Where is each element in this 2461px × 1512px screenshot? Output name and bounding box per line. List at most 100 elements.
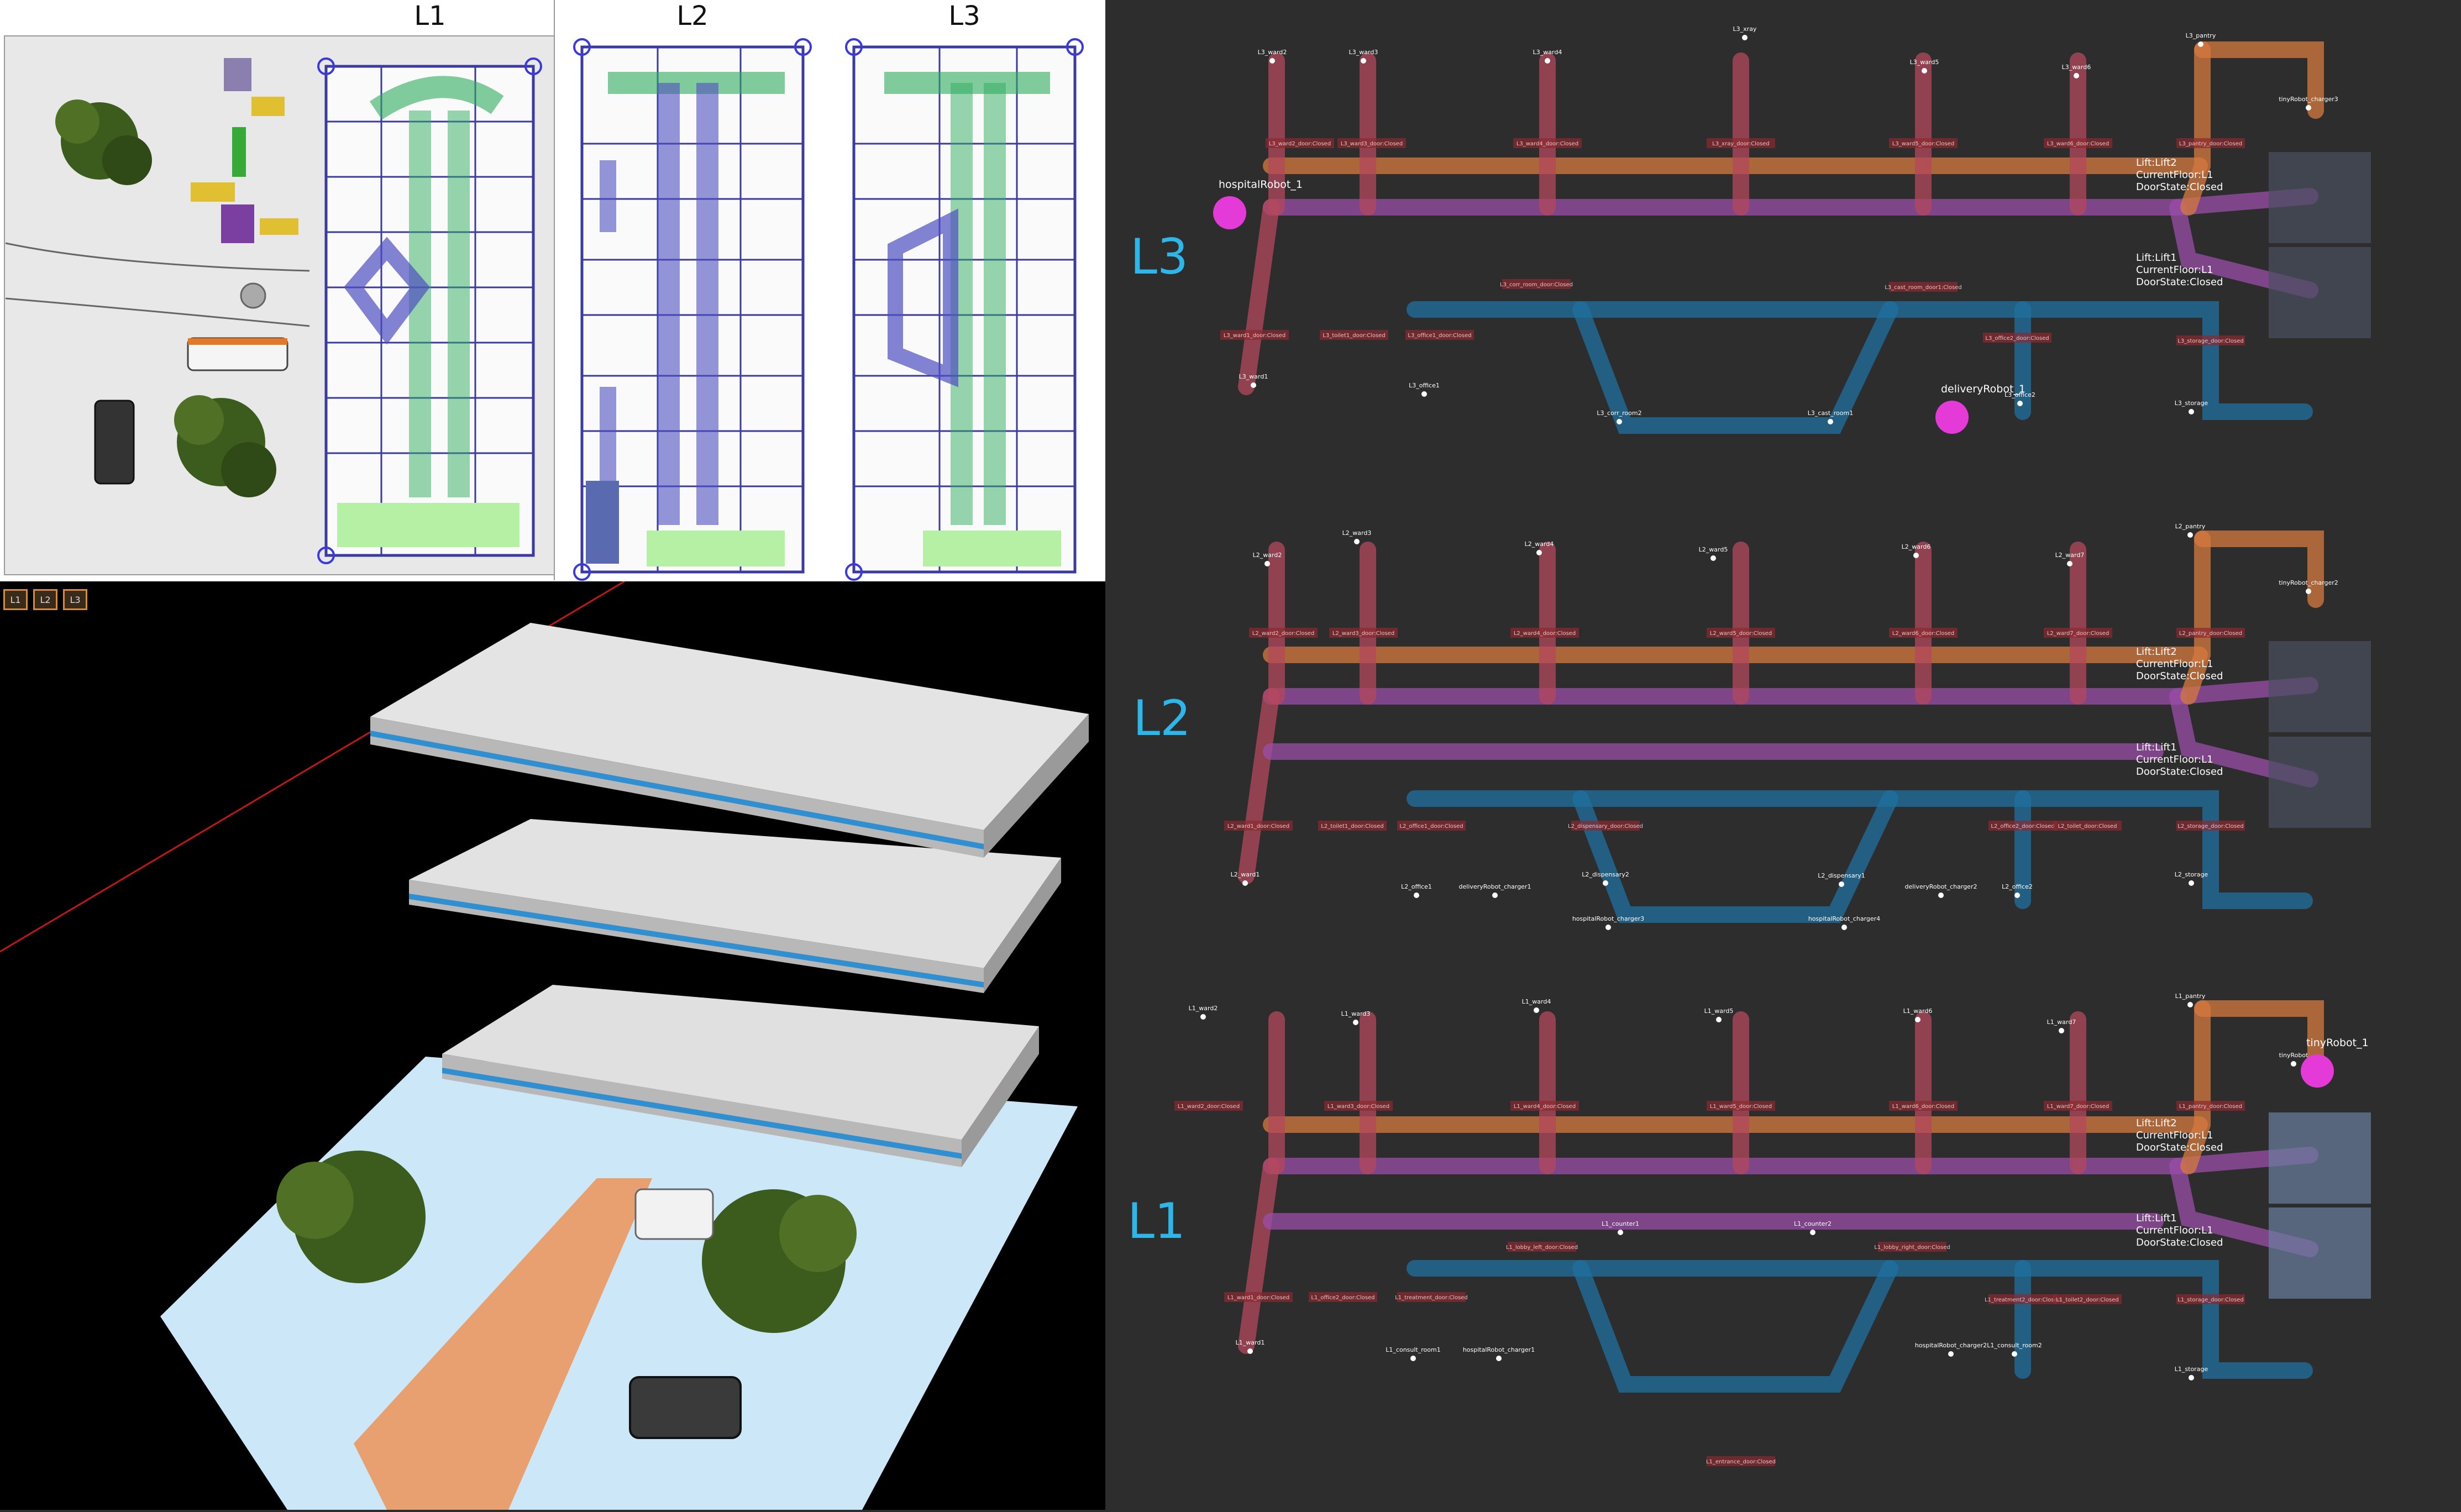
waypoint-dot[interactable] [1536,550,1542,555]
door-marker[interactable] [2044,628,2112,638]
robot-icon[interactable] [1213,196,1246,229]
door-marker[interactable] [2053,821,2122,831]
door-marker[interactable] [1510,1101,1579,1111]
waypoint-dot[interactable] [2014,893,2020,898]
waypoint-dot[interactable] [1251,382,1256,388]
door-marker[interactable] [1266,138,1334,148]
waypoint-dot[interactable] [2306,589,2311,594]
level-button-l3[interactable]: L3 [63,589,87,610]
waypoint-dot[interactable] [1839,881,1844,887]
waypoint-dot[interactable] [2291,1061,2296,1067]
door-marker[interactable] [1329,628,1398,638]
waypoint-dot[interactable] [1938,893,1944,898]
waypoint-dot[interactable] [1534,1007,1539,1013]
waypoint-dot[interactable] [2189,880,2194,886]
door-marker[interactable] [2176,1101,2245,1111]
waypoint-dot[interactable] [2012,1351,2017,1357]
door-marker[interactable] [2053,1294,2122,1304]
door-marker[interactable] [2176,1294,2245,1304]
door-marker[interactable] [1224,1292,1293,1302]
waypoint-dot[interactable] [1742,35,1748,40]
door-marker[interactable] [1988,821,2057,831]
door-marker[interactable] [2044,138,2112,148]
waypoint-dot[interactable] [1496,1356,1502,1361]
door-marker[interactable] [1889,628,1958,638]
door-marker[interactable] [2176,821,2245,831]
waypoint-dot[interactable] [2074,73,2079,78]
waypoint-dot[interactable] [1828,419,1833,424]
lift-box[interactable] [2269,737,2371,828]
waypoint-dot[interactable] [1354,539,1360,544]
door-marker[interactable] [1878,1242,1946,1252]
door-marker[interactable] [1405,330,1474,340]
door-marker[interactable] [1397,821,1466,831]
waypoint-dot[interactable] [1810,1230,1815,1235]
waypoint-dot[interactable] [2017,401,2023,406]
robot-icon[interactable] [1935,401,1969,434]
door-marker[interactable] [2176,138,2245,148]
3d-scene-view[interactable]: L1 L2 L3 [0,580,1105,1510]
door-marker[interactable] [1707,1101,1775,1111]
door-marker[interactable] [1571,821,1640,831]
robot-icon[interactable] [2301,1054,2334,1088]
lift-box[interactable] [2269,1208,2371,1299]
door-marker[interactable] [2044,1101,2112,1111]
door-marker[interactable] [1889,138,1958,148]
door-marker[interactable] [1224,821,1293,831]
waypoint-dot[interactable] [1716,1017,1722,1022]
door-marker[interactable] [1220,330,1289,340]
waypoint-dot[interactable] [1264,561,1270,566]
waypoint-dot[interactable] [2187,1002,2193,1007]
waypoint-dot[interactable] [1200,1014,1206,1020]
waypoint-dot[interactable] [1617,419,1622,424]
lift-box[interactable] [2269,247,2371,338]
waypoint-dot[interactable] [2059,1028,2064,1033]
waypoint-dot[interactable] [1618,1230,1623,1235]
waypoint-dot[interactable] [1603,880,1608,886]
waypoint-dot[interactable] [2189,409,2194,414]
waypoint-dot[interactable] [1353,1020,1358,1025]
lift-box[interactable] [2269,1112,2371,1204]
waypoint-dot[interactable] [2187,532,2193,538]
waypoint-dot[interactable] [1247,1348,1253,1354]
door-marker[interactable] [1324,1101,1393,1111]
door-marker[interactable] [1707,628,1775,638]
door-marker[interactable] [2176,335,2245,345]
lift-box[interactable] [2269,641,2371,732]
door-marker[interactable] [2176,628,2245,638]
door-marker[interactable] [1707,138,1775,148]
door-marker[interactable] [1502,279,1571,289]
door-marker[interactable] [1249,628,1318,638]
door-marker[interactable] [1320,330,1388,340]
door-marker[interactable] [1889,1101,1958,1111]
door-marker[interactable] [1513,138,1582,148]
waypoint-dot[interactable] [1242,880,1248,886]
waypoint-dot[interactable] [1710,555,1716,561]
waypoint-dot[interactable] [1922,68,1927,74]
waypoint-dot[interactable] [2198,41,2203,47]
level-button-l2[interactable]: L2 [33,589,57,610]
door-marker[interactable] [1983,333,2051,343]
waypoint-dot[interactable] [1414,893,1419,898]
waypoint-dot[interactable] [1915,1017,1920,1022]
door-marker[interactable] [1309,1292,1377,1302]
lift-box[interactable] [2269,152,2371,243]
waypoint-dot[interactable] [1913,553,1919,558]
waypoint-dot[interactable] [1948,1351,1954,1357]
door-marker[interactable] [1988,1294,2057,1304]
door-marker[interactable] [1889,282,1958,292]
waypoint-dot[interactable] [1545,58,1550,64]
door-marker[interactable] [1707,1456,1775,1466]
waypoint-dot[interactable] [1841,925,1847,930]
waypoint-dot[interactable] [1361,58,1366,64]
door-marker[interactable] [1174,1101,1243,1111]
waypoint-dot[interactable] [1605,925,1611,930]
waypoint-dot[interactable] [1421,391,1427,397]
door-marker[interactable] [1397,1292,1466,1302]
door-marker[interactable] [1318,821,1387,831]
level-button-l1[interactable]: L1 [3,589,28,610]
waypoint-dot[interactable] [2067,561,2072,566]
waypoint-dot[interactable] [1269,58,1275,64]
waypoint-dot[interactable] [2306,105,2311,111]
door-marker[interactable] [1510,628,1579,638]
